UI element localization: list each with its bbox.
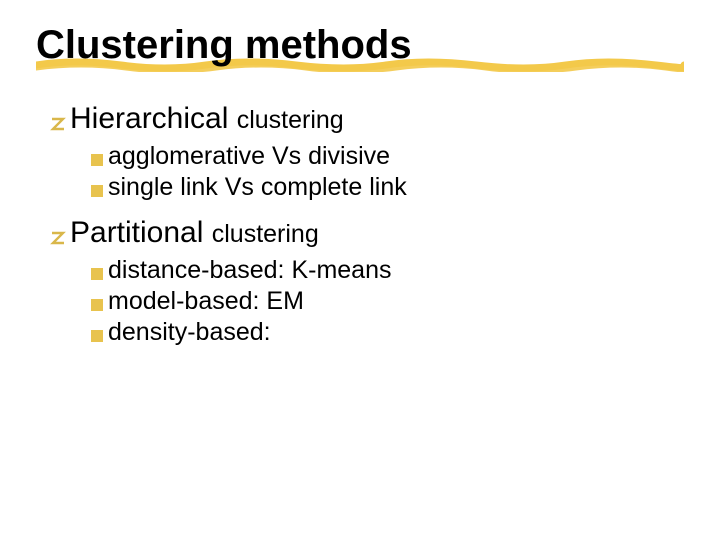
list-item-text: single link Vs complete link [108, 173, 407, 202]
y-bullet-icon [90, 298, 104, 312]
list-item-text-trailing: clustering [237, 106, 344, 134]
y-bullet-icon [90, 184, 104, 198]
slide-title: Clustering methods [36, 24, 684, 66]
list-item: single link Vs complete link [90, 173, 684, 202]
list-item: Hierarchical clustering [50, 102, 684, 136]
list-item: density-based: [90, 318, 684, 347]
slide: Clustering methods Hierarchical clusteri… [0, 0, 720, 540]
title-block: Clustering methods [36, 24, 684, 66]
z-bullet-icon [50, 230, 66, 246]
z-bullet-icon [50, 116, 66, 132]
list-item-text: Hierarchical clustering [70, 102, 344, 136]
list-item: agglomerative Vs divisive [90, 142, 684, 171]
content: Hierarchical clustering agglomerative Vs… [36, 102, 684, 347]
list-item-text-main: Partitional [70, 216, 212, 249]
list-item-text: Partitional clustering [70, 216, 319, 250]
y-bullet-icon [90, 153, 104, 167]
list-item: distance-based: K-means [90, 256, 684, 285]
sublist: agglomerative Vs divisive single link Vs… [50, 142, 684, 202]
sublist: distance-based: K-means model-based: EM … [50, 256, 684, 347]
list-item-text: distance-based: K-means [108, 256, 391, 285]
list-item-text-main: Hierarchical [70, 102, 237, 135]
list-item-text: model-based: EM [108, 287, 304, 316]
list-item-text: density-based: [108, 318, 271, 347]
list-item-text-trailing: clustering [212, 220, 319, 248]
y-bullet-icon [90, 267, 104, 281]
list-item: model-based: EM [90, 287, 684, 316]
y-bullet-icon [90, 329, 104, 343]
list-item: Partitional clustering [50, 216, 684, 250]
list-item-text: agglomerative Vs divisive [108, 142, 390, 171]
